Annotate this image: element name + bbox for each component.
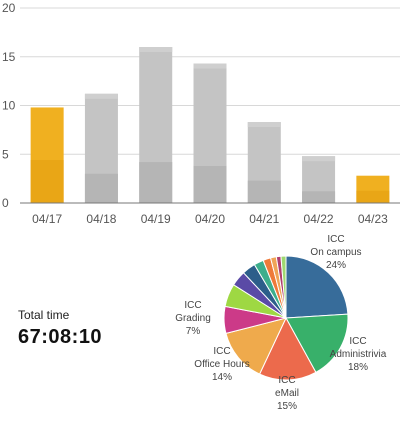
pie-slice[interactable] — [280, 255, 287, 319]
bar-inner-segment — [247, 180, 281, 203]
bar-cap — [247, 122, 281, 128]
pie-label: ICC — [213, 346, 230, 357]
bar-cap — [193, 63, 227, 69]
pie-slice[interactable] — [225, 317, 287, 375]
pie-label: On campus — [310, 247, 361, 258]
x-tick-label: 04/18 — [86, 212, 116, 226]
pie-slice[interactable] — [285, 255, 349, 319]
bar-shade — [356, 190, 390, 203]
pie-label: ICC — [349, 336, 366, 347]
x-tick-label: 04/23 — [358, 212, 388, 226]
pie-label: eMail — [275, 388, 299, 399]
pie-label: ICC — [184, 300, 201, 311]
pie-label: ICC — [278, 375, 295, 386]
bar-inner-segment — [139, 162, 173, 203]
pie-label: ICC — [327, 234, 344, 245]
y-tick-label: 0 — [2, 196, 9, 210]
x-tick-label: 04/19 — [141, 212, 171, 226]
pie-slice[interactable] — [258, 316, 317, 381]
bar-cap — [84, 93, 118, 99]
pie-slice[interactable] — [285, 313, 349, 374]
x-tick-label: 04/17 — [32, 212, 62, 226]
pie-chart: ICC On campus 24% ICC Administrivia 18% ICC eMa… — [175, 234, 387, 412]
pie-label: Administrivia — [330, 349, 387, 360]
y-tick-label: 5 — [2, 147, 9, 161]
y-tick-label: 20 — [2, 1, 16, 15]
pie-label: 18% — [348, 362, 368, 373]
pie-label: 14% — [212, 372, 232, 383]
x-tick-label: 04/21 — [249, 212, 279, 226]
pie-label: Office Hours — [194, 359, 249, 370]
bar-cap — [302, 156, 336, 162]
pie-label: 24% — [326, 260, 346, 271]
bar-chart: 0 5 10 15 20 04/17 04/18 04/19 04/20 04/21 04/22 04… — [2, 1, 400, 226]
total-time-label: Total time — [18, 308, 70, 322]
bar-inner-segment — [302, 191, 336, 203]
total-time-value: 67:08:10 — [18, 326, 103, 348]
x-tick-label: 04/22 — [304, 212, 334, 226]
x-tick-label: 04/20 — [195, 212, 225, 226]
y-tick-label: 10 — [2, 99, 16, 113]
pie-label: 7% — [186, 326, 201, 337]
y-tick-label: 15 — [2, 50, 16, 64]
bar-inner-segment — [84, 173, 118, 203]
pie-label: Grading — [175, 313, 211, 324]
pie-label: 15% — [277, 401, 297, 412]
bar-inner-segment — [193, 165, 227, 203]
bar-cap — [139, 47, 173, 52]
bar-shade — [30, 160, 64, 203]
